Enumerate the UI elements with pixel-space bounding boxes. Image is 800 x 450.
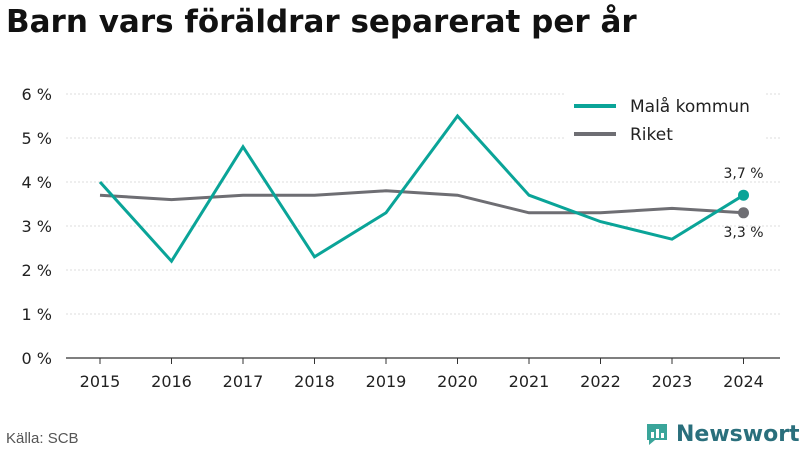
x-tick-label: 2020 [437,372,478,391]
y-tick-label: 0 % [22,349,52,368]
y-tick-label: 5 % [22,129,52,148]
legend: Malå kommun Riket [564,84,766,156]
x-tick-label: 2022 [580,372,621,391]
chart-title: Barn vars föräldrar separerat per år [6,4,637,40]
end-labels: 3,7 % 3,3 % [723,166,763,241]
newsworthy-logo-icon [647,424,667,445]
source-note: Källa: SCB [6,430,79,447]
y-tick-label: 4 % [22,173,52,192]
series-end-point [738,207,749,219]
series-end-point [738,189,749,201]
x-tick-label: 2019 [366,372,407,391]
y-tick-label: 6 % [22,85,52,104]
end-label-mala: 3,7 % [723,166,763,182]
gridlines [66,93,780,315]
y-tick-label: 3 % [22,217,52,236]
x-tick-label: 2023 [652,372,693,391]
x-tick-label: 2024 [723,372,764,391]
legend-background [564,84,766,156]
y-tick-label: 1 % [22,305,52,324]
series-line-riket [99,189,744,215]
end-label-riket: 3,3 % [723,225,763,241]
x-tick-label: 2018 [294,372,335,391]
x-tick-label: 2021 [509,372,550,391]
x-tick-label: 2015 [80,372,121,391]
brand-logo: Newsworthy [644,420,800,448]
series-lines [98,113,749,264]
y-axis-ticks: 0 % 1 % 2 % 3 % 4 % 5 % 6 % [22,85,52,368]
x-tick-label: 2016 [151,372,192,391]
legend-label: Riket [630,125,673,145]
legend-label: Malå kommun [630,96,750,117]
x-axis: 2015 2016 2017 2018 2019 2020 2021 2022 2023 2024 [66,357,780,391]
y-tick-label: 2 % [22,261,52,280]
series-line-mala [98,113,745,264]
brand-name: Newsworthy [676,421,800,447]
x-tick-label: 2017 [223,372,264,391]
